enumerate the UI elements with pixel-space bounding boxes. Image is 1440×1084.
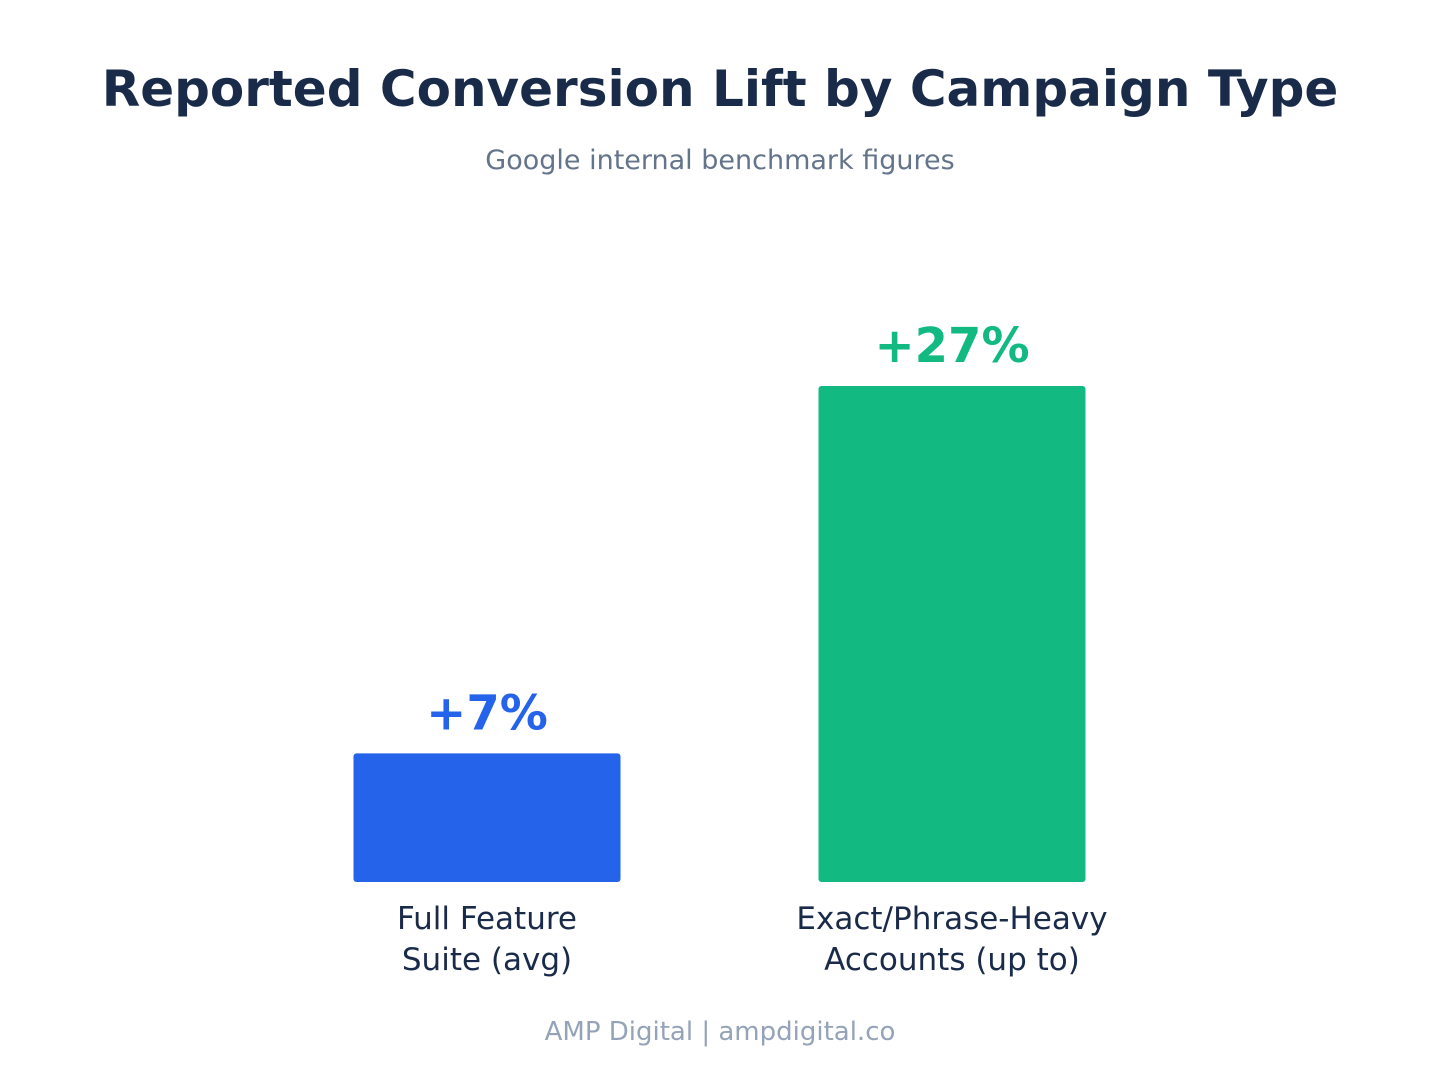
bars-group: +7% Full Feature Suite (avg) +27% Exact/Phra… bbox=[353, 318, 1108, 978]
bar-1 bbox=[353, 753, 621, 882]
bar-value-label-1: +7% bbox=[426, 685, 548, 741]
category-label-2-line-1: Exact/Phrase-Heavy bbox=[796, 901, 1107, 937]
bar-2 bbox=[818, 386, 1086, 882]
chart-subtitle: Google internal benchmark figures bbox=[485, 145, 954, 176]
bar-value-label-2: +27% bbox=[874, 318, 1029, 374]
chart-title: Reported Conversion Lift by Campaign Typ… bbox=[102, 60, 1339, 118]
category-label-1-line-2: Suite (avg) bbox=[402, 942, 572, 978]
category-label-1-line-1: Full Feature bbox=[397, 901, 577, 937]
footer-credit: AMP Digital | ampdigital.co bbox=[545, 1017, 896, 1047]
category-label-2-line-2: Accounts (up to) bbox=[824, 942, 1080, 978]
